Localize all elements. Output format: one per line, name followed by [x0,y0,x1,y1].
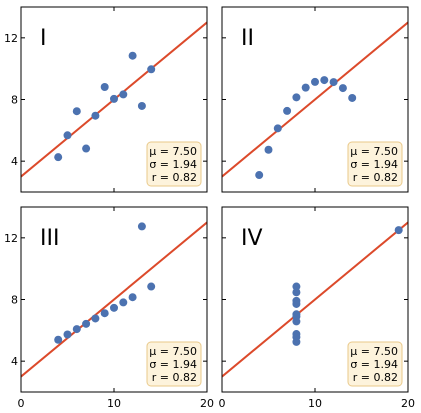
panel-3: 4 8 12 0 10 20 III μ = 7.50σ = 1.94r = 0.82 [4,206,214,410]
panel-frame [20,6,208,193]
data-point [100,309,109,318]
panel-label: II [241,26,254,51]
data-point [82,319,91,328]
y-tick-label: 8 [11,94,18,107]
x-tick-label: 20 [200,397,214,410]
data-point [255,171,264,180]
data-point [119,298,128,307]
data-point [283,106,292,115]
data-point [110,303,118,312]
data-point [292,93,301,102]
stats-r: r = 0.82 [353,171,398,184]
data-point [91,111,100,120]
data-point [292,282,301,291]
data-point [100,83,109,92]
fit-line [222,21,408,178]
y-tick-label: 12 [4,232,18,245]
data-point [338,84,347,93]
data-point [311,77,319,86]
data-point [63,330,72,339]
data-point [137,101,146,110]
data-point [292,333,301,342]
panel-4: 0 10 20 IV μ = 7.50σ = 1.94r = 0.82 [219,206,415,410]
stats-sigma: σ = 1.94 [149,158,197,171]
data-point [82,144,91,153]
stats-box [347,341,403,387]
data-point [264,145,273,154]
data-point [119,90,128,99]
panel-frame [221,206,409,393]
y-tick-label: 8 [11,294,18,307]
panel-1: 4 8 12 Iμ = 7.50σ = 1.94r = 0.82 [4,6,208,193]
panel-2: II μ = 7.50σ = 1.94r = 0.82 [221,6,409,193]
data-point [147,65,156,74]
data-point [301,83,310,92]
stats-r: r = 0.82 [353,371,398,384]
y-tick-label: 12 [4,32,18,45]
stats-mu: μ = 7.50 [149,345,197,358]
stats-mu: μ = 7.50 [350,145,398,158]
x-tick-label: 10 [107,397,121,410]
stats-box [347,141,403,187]
stats-r: r = 0.82 [152,371,197,384]
stats-mu: μ = 7.50 [350,345,398,358]
panel-label: I [40,26,47,51]
data-point [320,76,329,85]
stats-sigma: σ = 1.94 [350,158,398,171]
data-point [292,288,301,297]
panel-frame [20,206,208,393]
data-point [110,94,118,103]
data-point [292,296,301,305]
data-point [329,78,338,87]
panel-label: III [40,226,59,251]
data-point [348,93,357,102]
stats-box [146,141,202,187]
fit-line [222,221,408,378]
x-tick-label: 0 [219,397,226,410]
stats-mu: μ = 7.50 [149,145,197,158]
data-point [72,107,81,116]
x-tick-label: 20 [401,397,415,410]
fit-line [21,221,207,378]
stats-sigma: σ = 1.94 [350,358,398,371]
data-point [72,325,81,334]
data-point [54,335,63,344]
data-point [292,312,301,321]
panel-frame [221,6,409,193]
data-point [147,282,156,291]
x-tick-label: 0 [18,397,25,410]
y-tick-label: 4 [11,155,18,168]
data-point [63,131,72,140]
data-point [128,51,137,60]
data-point [273,124,282,133]
data-point [54,153,63,162]
stats-box [146,341,202,387]
stats-r: r = 0.82 [152,171,197,184]
data-point [128,293,137,302]
y-tick-label: 4 [11,355,18,368]
panel-label: IV [241,226,263,251]
data-point [91,314,100,323]
stats-sigma: σ = 1.94 [149,358,197,371]
data-point [137,222,146,231]
x-tick-label: 10 [308,397,322,410]
data-point [394,226,403,235]
